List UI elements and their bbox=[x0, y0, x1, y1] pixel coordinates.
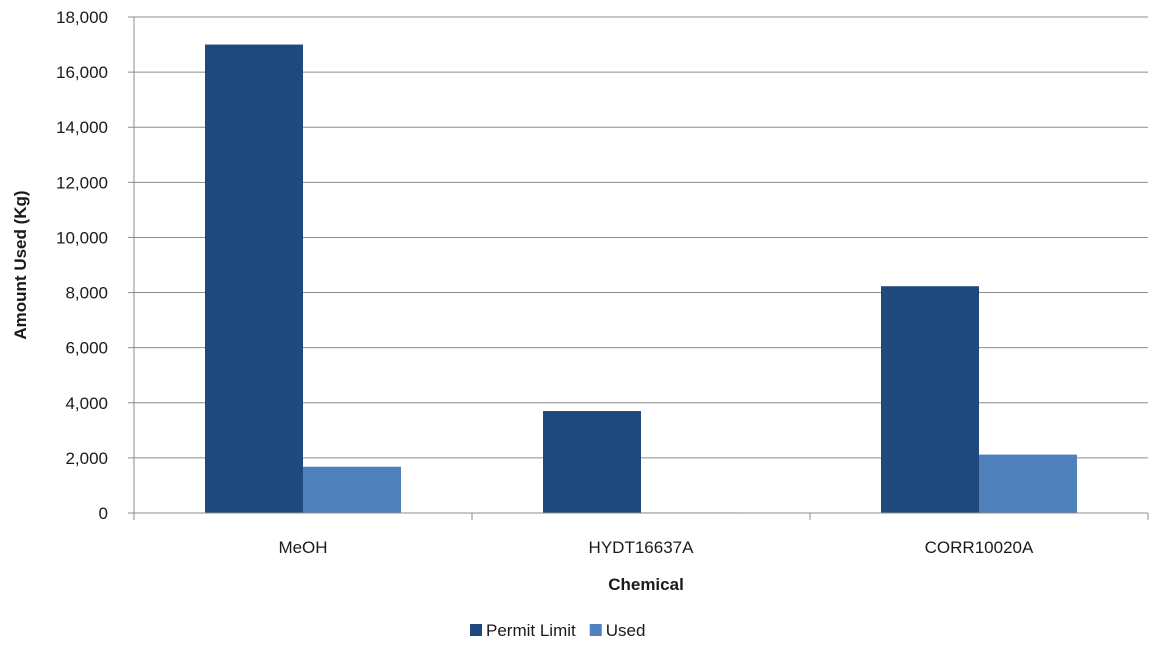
y-tick-label: 2,000 bbox=[65, 449, 108, 468]
legend-swatch bbox=[589, 624, 602, 636]
y-tick-label: 12,000 bbox=[56, 173, 108, 192]
bar-used-meoh bbox=[303, 466, 401, 513]
legend-label: Permit Limit bbox=[486, 621, 576, 640]
x-tick-label: CORR10020A bbox=[925, 538, 1034, 557]
y-tick-label: 16,000 bbox=[56, 63, 108, 82]
bar-permit-limit-corr10020a bbox=[881, 286, 979, 513]
x-tick-label: HYDT16637A bbox=[589, 538, 695, 557]
bar-used-corr10020a bbox=[979, 454, 1077, 513]
bar-permit-limit-hydt16637a bbox=[543, 411, 641, 513]
legend-swatch bbox=[470, 624, 482, 636]
y-tick-label: 6,000 bbox=[65, 339, 108, 358]
legend-item-used: Used bbox=[589, 621, 646, 640]
y-tick-label: 0 bbox=[99, 504, 108, 523]
y-tick-label: 18,000 bbox=[56, 8, 108, 27]
axes bbox=[128, 16, 1149, 520]
bar-permit-limit-meoh bbox=[205, 44, 303, 514]
y-axis-title: Amount Used (Kg) bbox=[11, 190, 30, 339]
legend-item-permit-limit: Permit Limit bbox=[470, 621, 576, 640]
legend-label: Used bbox=[606, 621, 646, 640]
bars bbox=[205, 44, 1077, 514]
y-tick-label: 8,000 bbox=[65, 284, 108, 303]
y-tick-label: 10,000 bbox=[56, 228, 108, 247]
x-tick-label: MeOH bbox=[278, 538, 327, 557]
y-tick-label: 4,000 bbox=[65, 394, 108, 413]
tick-labels: 0 2,000 4,000 6,000 8,000 10,000 12,000 14,000 1… bbox=[56, 8, 1034, 557]
y-tick-label: 14,000 bbox=[56, 118, 108, 137]
x-axis-title: Chemical bbox=[608, 575, 684, 594]
legend: Permit Limit Used bbox=[470, 621, 645, 640]
